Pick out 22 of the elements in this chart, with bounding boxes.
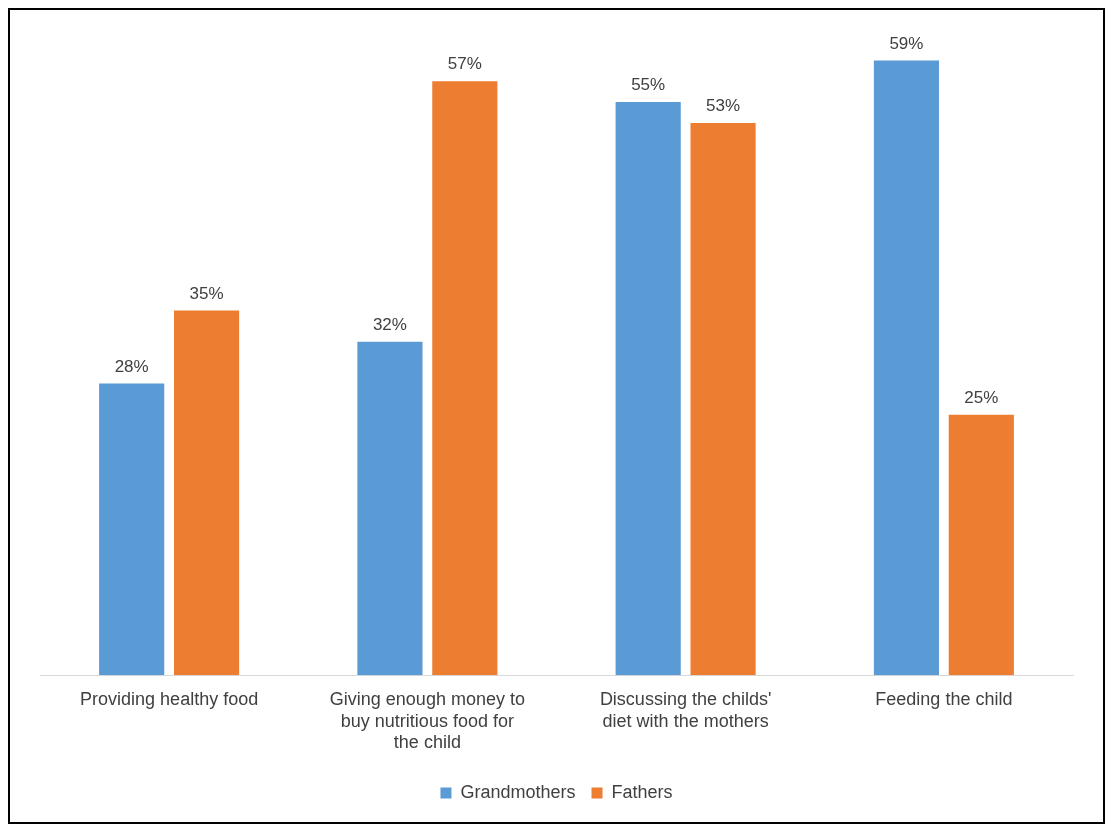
legend-label: Grandmothers <box>460 781 576 802</box>
x-tick-label: Discussing the childs' diet with the mothers <box>599 688 772 731</box>
bar <box>873 60 940 676</box>
data-label: 35% <box>189 283 224 303</box>
bar <box>948 414 1014 676</box>
data-label: 53% <box>706 96 741 116</box>
x-tick-label: Giving enough money to buy nutritious food for the child <box>329 688 525 753</box>
x-tick-label: Feeding the child <box>875 688 1013 709</box>
bar <box>173 310 240 676</box>
data-label: 28% <box>114 356 149 376</box>
legend-label: Fathers <box>611 781 673 802</box>
bar <box>357 341 423 676</box>
bar <box>432 81 498 676</box>
bar <box>690 122 756 676</box>
data-label: 57% <box>447 54 482 74</box>
bar <box>615 102 681 676</box>
bar <box>99 383 165 676</box>
data-label: 59% <box>889 33 924 53</box>
x-tick-label: Providing healthy food <box>80 688 259 709</box>
data-label: 55% <box>631 75 666 95</box>
data-label: 25% <box>964 387 999 407</box>
data-label: 32% <box>372 314 407 334</box>
